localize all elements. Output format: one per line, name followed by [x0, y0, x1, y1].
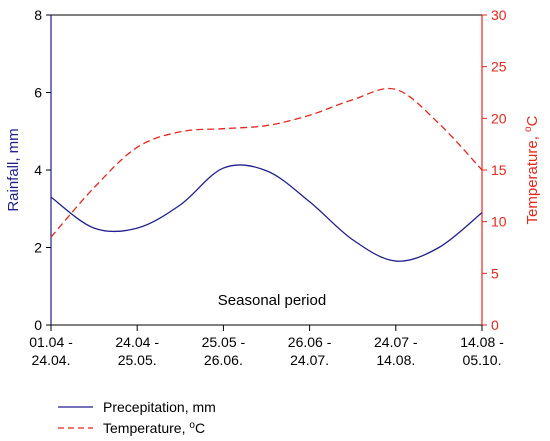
legend-temperature-label: Temperature, oC: [103, 420, 205, 436]
x-tick-label: 14.08 -05.10.: [460, 334, 504, 368]
right-tick-label: 10: [491, 214, 507, 230]
precipitation-line: [50, 164, 483, 262]
plot-frame: [50, 14, 483, 326]
right-tick-label: 0: [491, 317, 499, 333]
x-tick-label: 01.04 -24.04.: [29, 334, 73, 368]
legend-precipitation-label: Precepitation, mm: [103, 399, 216, 415]
x-tick-label: 26.06 -24.07.: [288, 334, 332, 368]
right-axis-title-text: Temperature,: [524, 132, 541, 225]
right-tick-label: 15: [491, 162, 507, 178]
left-tick-label: 6: [34, 85, 42, 101]
legend: Precepitation, mm Temperature, oC: [58, 399, 216, 436]
left-axis-title: Rainfall, mm: [5, 128, 22, 211]
right-tick-label: 30: [491, 7, 507, 23]
left-tick-label: 4: [34, 162, 42, 178]
right-tick-label: 20: [491, 110, 507, 126]
right-axis-title-unit: C: [524, 115, 541, 126]
x-tick-label: 24.07 -14.08.: [374, 334, 418, 368]
x-tick-label: 24.04 -25.05.: [115, 334, 159, 368]
legend-temperature-degree: o: [189, 420, 195, 431]
x-tick-label: 25.05 -26.06.: [202, 334, 246, 368]
temperature-line: [50, 87, 483, 238]
axis-ticks: 0 2 4 6 8 0 5 10 15 20 25 30 01.04 -24.04. 24.04 -25.…: [29, 7, 507, 368]
right-axis-title: Temperature, oC: [523, 115, 541, 224]
right-axis-title-degree: o: [523, 126, 534, 132]
series-layer: [50, 87, 483, 262]
left-tick-label: 8: [34, 7, 42, 23]
legend-temperature-unit: C: [195, 420, 205, 436]
right-tick-label: 25: [491, 59, 507, 75]
left-tick-label: 2: [34, 240, 42, 256]
left-tick-label: 0: [34, 317, 42, 333]
seasonal-period-label: Seasonal period: [218, 292, 326, 309]
right-tick-label: 5: [491, 265, 499, 281]
legend-temperature-text: Temperature,: [103, 420, 189, 436]
